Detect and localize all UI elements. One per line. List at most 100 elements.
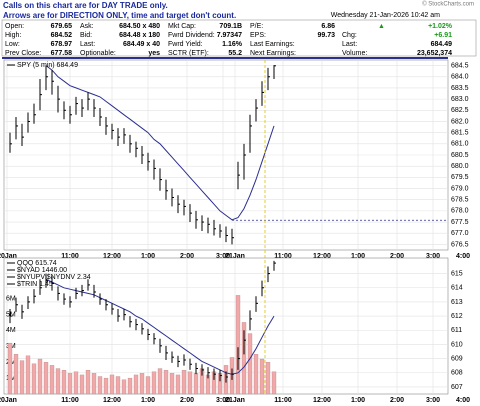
quote-label: Low: bbox=[5, 41, 20, 48]
y-tick-label: 684.5 bbox=[451, 62, 469, 69]
quote-value: 7.97347 bbox=[217, 32, 242, 39]
moving-average bbox=[45, 65, 275, 221]
quote-value: 684.48 x 180 bbox=[119, 32, 160, 39]
y-tick-label: 681.0 bbox=[451, 141, 469, 148]
volume-bar bbox=[247, 333, 253, 395]
quote-value: 6.86 bbox=[321, 23, 335, 30]
panel-title: SPY (5 min) 684.49 bbox=[17, 62, 78, 69]
x-tick-label: 11:00 bbox=[274, 397, 292, 404]
y-tick-label: 680.0 bbox=[451, 163, 469, 170]
chart-panel: 607 608 609 610 611 612 613 614 615 20Jan 11:00 12:… bbox=[0, 257, 470, 404]
volume-bar bbox=[271, 371, 277, 395]
notice-line: Arrows are for DIRECTION ONLY, time and … bbox=[3, 11, 236, 20]
quote-label: Fwrd Yield: bbox=[168, 41, 203, 48]
volume-bar bbox=[67, 373, 73, 395]
x-tick-label: 3:00 bbox=[426, 253, 440, 260]
quote-label: Volume: bbox=[342, 50, 367, 57]
y-tick-label: 679.5 bbox=[451, 174, 469, 181]
quote-value: +6.91 bbox=[434, 32, 452, 39]
volume-bar bbox=[13, 354, 19, 395]
x-tick-label: 2:00 bbox=[180, 253, 194, 260]
volume-bar bbox=[25, 355, 31, 395]
x-tick-label: 12:00 bbox=[103, 253, 121, 260]
quote-value: 684.49 bbox=[431, 41, 453, 48]
x-tick-label: 21Jan bbox=[225, 253, 245, 260]
volume-bar bbox=[163, 369, 169, 395]
x-tick-label: 12:00 bbox=[103, 397, 121, 404]
volume-bar bbox=[241, 322, 247, 395]
y-tick-label: 610 bbox=[451, 341, 463, 348]
quote-value: 678.97 bbox=[51, 41, 73, 48]
x-tick-label: 11:00 bbox=[61, 253, 79, 260]
x-tick-label: 3:00 bbox=[216, 253, 230, 260]
x-tick-label: 2:00 bbox=[390, 397, 404, 404]
x-tick-label: 11:00 bbox=[274, 253, 292, 260]
x-tick-label: 3:00 bbox=[426, 397, 440, 404]
volume-bar bbox=[121, 379, 127, 395]
volume-bar bbox=[187, 371, 193, 395]
x-tick-label: 3:00 bbox=[216, 397, 230, 404]
volume-bar bbox=[91, 373, 97, 395]
y-tick-label: 614 bbox=[451, 285, 463, 292]
y-tick-label: 607 bbox=[451, 384, 463, 391]
plots: 676.5 677.0 677.5 678.0 678.5 679.0 679.5 680.0… bbox=[0, 59, 470, 404]
y-tick-label: 609 bbox=[451, 355, 463, 362]
x-tick-label: 1:00 bbox=[351, 397, 365, 404]
legend-entry: $NYUPV:$NYDNV 2.34 bbox=[17, 274, 91, 281]
y-tick-label: 681.5 bbox=[451, 129, 469, 136]
quote-value: 1.16% bbox=[222, 41, 243, 48]
volume-bar bbox=[175, 374, 181, 395]
y-tick-label: 676.5 bbox=[451, 241, 469, 248]
y-tick-label: 683.5 bbox=[451, 85, 469, 92]
quote-label: EPS: bbox=[250, 32, 266, 39]
x-tick-label: 1:00 bbox=[141, 397, 155, 404]
x-tick-label: 20Jan bbox=[0, 397, 17, 404]
x-tick-label: 4:00 bbox=[456, 397, 470, 404]
volume-bar bbox=[235, 295, 241, 395]
quote-value: yes bbox=[148, 50, 160, 57]
quote-label: P/E: bbox=[250, 23, 263, 30]
volume-bar bbox=[145, 376, 151, 395]
quote-table: Open: 679.65 Ask: 684.50 x 480 Mkt Cap: 709.1… bbox=[5, 23, 453, 57]
quote-label: Optionable: bbox=[80, 50, 116, 57]
y-tick-label: 682.5 bbox=[451, 107, 469, 114]
volume-bar bbox=[193, 373, 199, 395]
quote-box bbox=[1, 19, 477, 57]
date: Wednesday 21-Jan-2026 10:42 am bbox=[331, 12, 440, 19]
quote-label: High: bbox=[5, 32, 21, 39]
volume-bar bbox=[103, 377, 109, 395]
quote-label: Last: bbox=[342, 41, 357, 48]
quote-value: +1.02% bbox=[428, 23, 453, 30]
x-tick-label: 20Jan bbox=[0, 253, 17, 260]
quote-value: 679.65 bbox=[51, 23, 73, 30]
volume-bar bbox=[265, 362, 271, 395]
y-tick-label: 608 bbox=[451, 370, 463, 377]
quote-label: Mkt Cap: bbox=[168, 23, 196, 30]
volume-bar bbox=[61, 369, 67, 395]
quote-label: Last: bbox=[80, 41, 95, 48]
x-tick-label: 1:00 bbox=[351, 253, 365, 260]
x-tick-label: 2:00 bbox=[180, 397, 194, 404]
volume-bar bbox=[49, 365, 55, 395]
quote-label: Bid: bbox=[80, 32, 92, 39]
quote-label: Last Earnings: bbox=[250, 41, 295, 48]
quote-label: Fwrd Dividend: bbox=[168, 32, 215, 39]
quote-label: SCTR (ETF): bbox=[168, 50, 209, 57]
volume-bar bbox=[169, 373, 175, 395]
x-tick-label: 12:00 bbox=[313, 253, 331, 260]
volume-bar bbox=[31, 363, 37, 395]
volume-bar bbox=[43, 362, 49, 395]
y-tick-label: 677.0 bbox=[451, 230, 469, 237]
legend-entry: $NYAD 1446.00 bbox=[17, 267, 67, 274]
volume-tick-label: 5M bbox=[6, 311, 16, 318]
y-tick-label: 680.5 bbox=[451, 152, 469, 159]
notice-line: Calls on this chart are for DAY TRADE on… bbox=[3, 1, 168, 10]
moving-average bbox=[45, 278, 275, 375]
y-tick-label: 677.5 bbox=[451, 219, 469, 226]
brand: © StockCharts.com bbox=[422, 1, 474, 8]
panel-title: QQQ 615.74 bbox=[17, 260, 57, 267]
y-tick-label: 682.0 bbox=[451, 118, 469, 125]
volume-bar bbox=[139, 373, 145, 395]
y-tick-label: 678.0 bbox=[451, 208, 469, 215]
up-arrow: ▲ bbox=[378, 23, 385, 30]
